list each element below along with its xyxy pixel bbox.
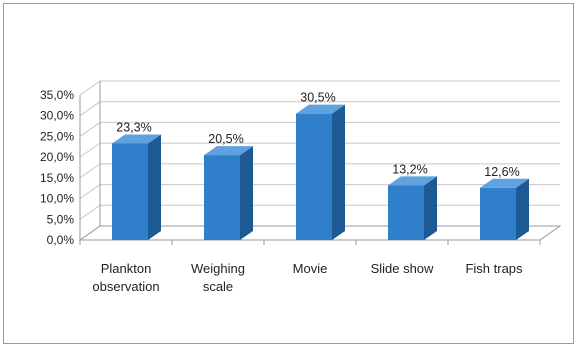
bar-top [388,176,437,186]
data-label: 30,5% [300,91,335,105]
y-tick-label: 0,0% [47,233,75,247]
chart-floor [78,225,562,241]
bar-side [332,104,345,241]
category-label: Weighing [191,261,245,276]
gridline-side [79,80,101,96]
axes [78,81,562,245]
y-tick-label: 5,0% [47,212,75,226]
chart-frame [3,3,574,344]
y-axis-tick-labels: 0,0% 5,0% 10,0% 15,0% 20,0% 25,0% 30,0% 35,0% [40,88,74,247]
data-labels: 23,3% 20,5% 30,5% 13,2% 12,6% [116,91,519,179]
bar [480,187,516,240]
y-tick-label: 35,0% [40,88,74,102]
category-label: Fish traps [465,261,523,276]
bar-side [240,146,253,240]
category-label: Plankton [101,261,152,276]
y-tick-label: 25,0% [40,129,74,143]
category-label: scale [203,279,233,294]
bar-top [112,134,161,144]
gridline-side [79,101,101,117]
y-tick-label: 20,0% [40,150,74,164]
bar [112,143,148,240]
bar-top [204,146,253,156]
bar-top [296,104,345,114]
category-label: Movie [293,261,328,276]
gridline-side [79,184,101,199]
bar [388,185,424,240]
data-label: 23,3% [116,120,151,134]
y-tick-label: 10,0% [40,192,74,206]
gridline-side [79,163,101,179]
category-labels: Plankton observation Weighing scale Movie Sli… [92,261,523,294]
bar-side [148,134,161,240]
data-label: 12,6% [484,165,519,179]
bars [112,104,529,241]
bar [296,113,332,240]
category-label: Slide show [371,261,434,276]
bar-top [480,178,529,188]
y-tick-label: 30,0% [40,109,74,123]
bar-side [424,176,437,240]
data-label: 20,5% [208,132,243,146]
gridline-side [79,122,101,137]
data-label: 13,2% [392,162,427,176]
category-label: observation [92,279,159,294]
y-tick-label: 15,0% [40,171,74,185]
gridline-side [79,142,101,158]
bar [204,155,240,240]
gridline-side [79,204,101,220]
bar-side [516,178,529,240]
